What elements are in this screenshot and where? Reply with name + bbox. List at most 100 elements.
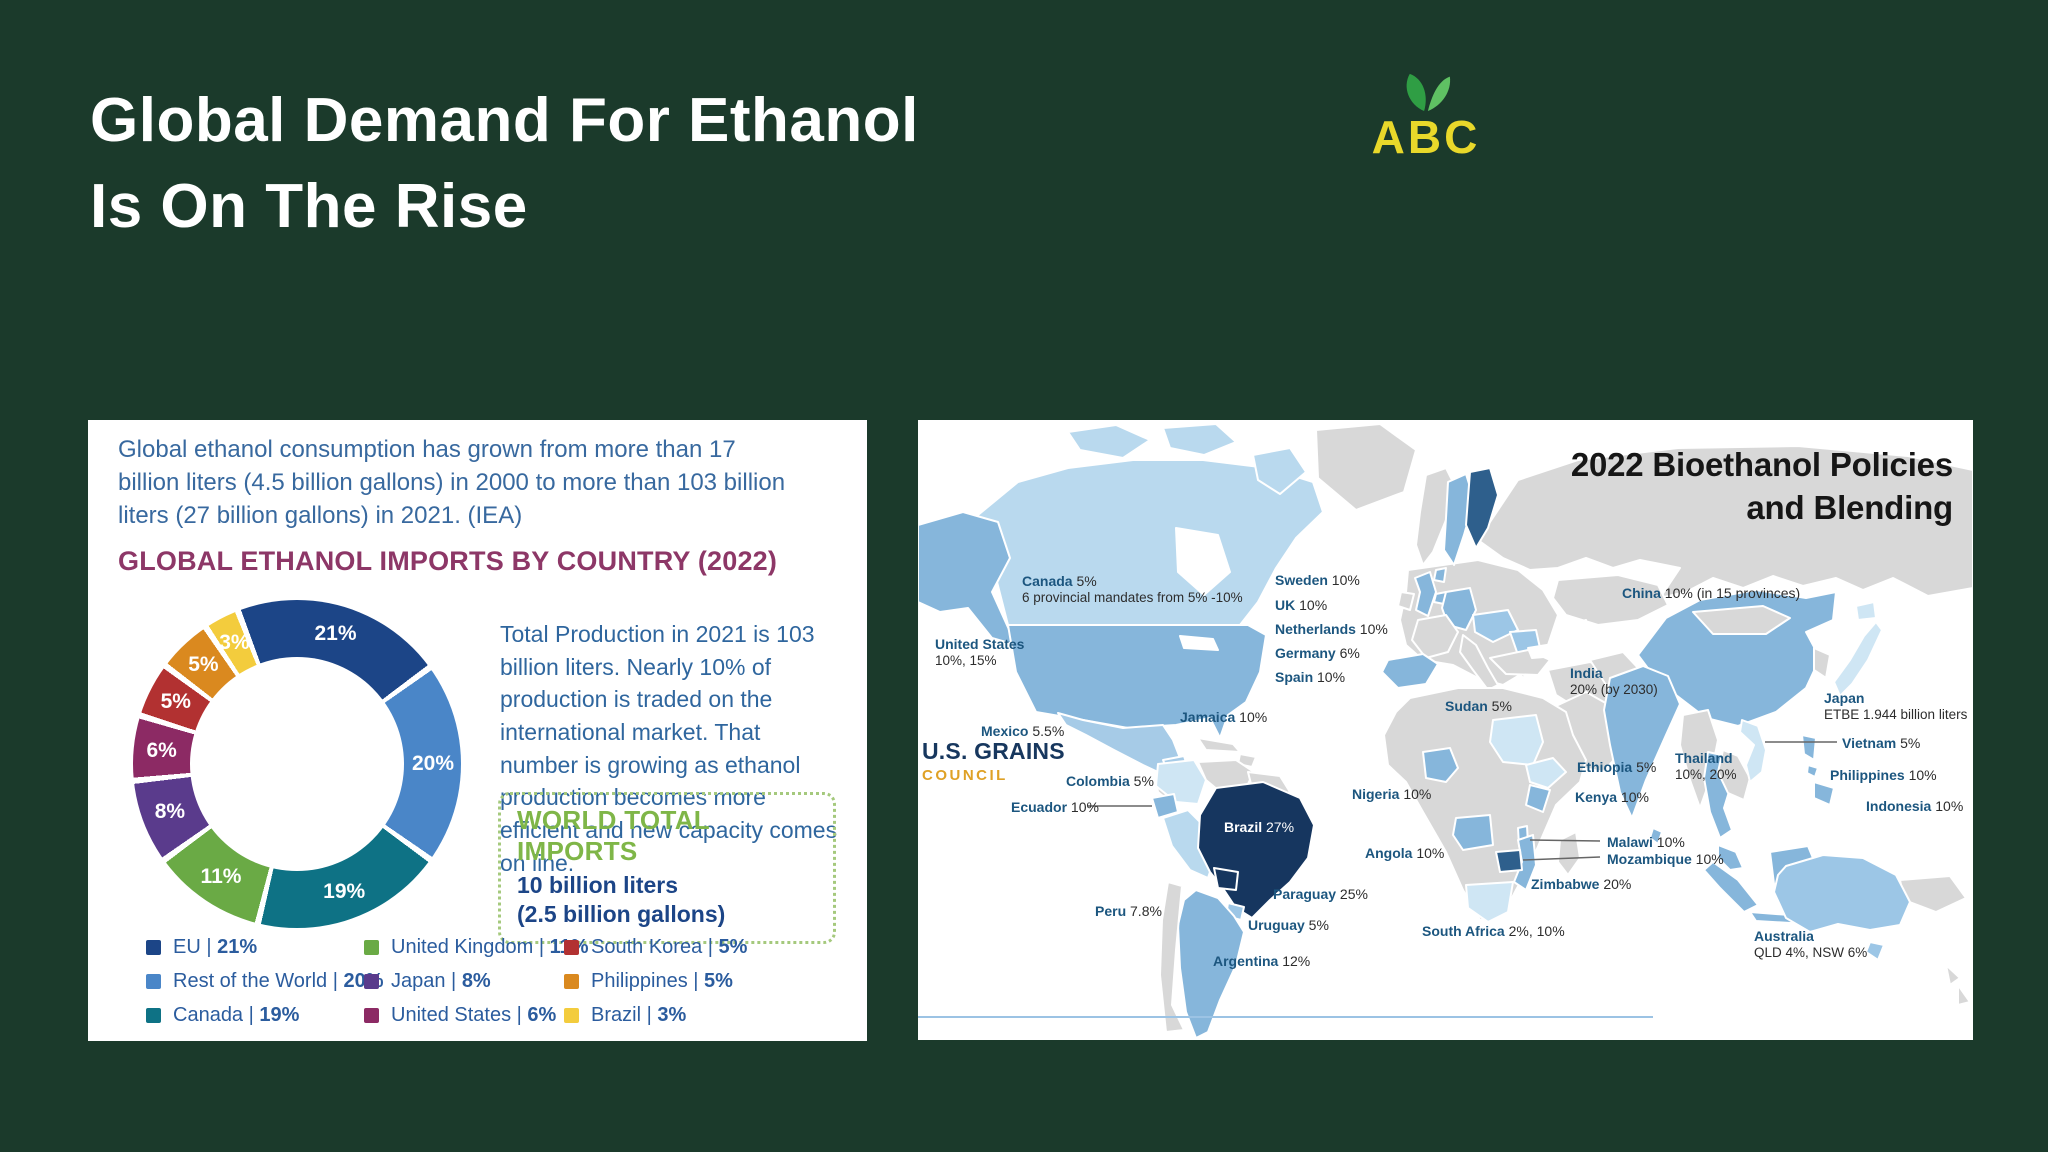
imports-legend: EU | 21% Rest of the World | 20% Canada | … xyxy=(146,936,764,1027)
map-central-asia xyxy=(1552,574,1669,626)
consumption-intro-text: Global ethanol consumption has grown fro… xyxy=(118,436,786,529)
map-label-united-states: United States 10%, 15% xyxy=(935,636,1025,668)
map-korea xyxy=(1813,647,1831,679)
map-canada-island2 xyxy=(1162,423,1237,456)
map-label-uk: UK 10% xyxy=(1275,597,1328,613)
map-label-sub: 10%, 15% xyxy=(935,652,997,668)
legend-item-philippines: Philippines | 5% xyxy=(564,970,764,993)
world-map xyxy=(918,423,1973,1039)
map-label-philippines: Philippines 10% xyxy=(1830,767,1937,783)
map-hudson-bay xyxy=(1175,527,1231,596)
legend-label: Philippines | 5% xyxy=(591,970,733,992)
map-baffin-island xyxy=(1252,447,1307,495)
map-china xyxy=(1637,589,1837,727)
legend-item-united-kingdom: United Kingdom | 11% xyxy=(364,936,589,959)
map-label-brazil: Brazil 27% xyxy=(1224,819,1295,835)
map-mongolia xyxy=(1692,605,1791,635)
map-nigeria xyxy=(1422,747,1459,783)
legend-item-canada: Canada | 19% xyxy=(146,1004,364,1027)
map-label-canada: Canada 5% 6 provincial mandates from 5% -… xyxy=(1022,573,1243,605)
donut-slice-label-brazil: 3% xyxy=(219,631,250,655)
map-label-thailand: Thailand 10%, 20% xyxy=(1675,750,1737,782)
map-label-kenya: Kenya 10% xyxy=(1575,789,1649,805)
map-philippines-mindanao xyxy=(1813,781,1835,806)
map-philippines-visayas xyxy=(1806,764,1819,778)
malawi-pointer-line xyxy=(1529,839,1601,842)
leaves-icon xyxy=(1406,73,1451,112)
map-label-sub: 20% (by 2030) xyxy=(1570,681,1658,697)
map-label-zimbabwe: Zimbabwe 20% xyxy=(1531,876,1632,892)
map-title: 2022 Bioethanol Policies and Blending xyxy=(1571,444,1953,530)
map-caspian-sea xyxy=(1569,619,1591,651)
map-black-sea xyxy=(1527,643,1557,659)
legend-label: South Korea | 5% xyxy=(591,936,748,958)
map-label-sudan: Sudan 5% xyxy=(1445,698,1512,714)
map-label-netherlands: Netherlands 10% xyxy=(1275,621,1388,637)
map-canada-island1 xyxy=(1067,424,1151,459)
map-label-ethiopia: Ethiopia 5% xyxy=(1577,759,1657,775)
map-spain xyxy=(1381,653,1439,689)
donut-slice-label-united-states: 6% xyxy=(146,738,177,762)
legend-item-japan: Japan | 8% xyxy=(364,970,564,993)
legend-item-rest-of-the-world: Rest of the World | 20% xyxy=(146,970,383,993)
map-labels: Canada 5% 6 provincial mandates from 5% -… xyxy=(918,420,1973,1040)
map-ethiopia xyxy=(1525,757,1567,789)
map-label-ecuador: Ecuador 10% xyxy=(1011,799,1099,815)
map-label-china: China 10% (in 15 provinces) xyxy=(1622,585,1801,601)
legend-item-united-states: United States | 6% xyxy=(364,1004,564,1027)
donut-slice-label-eu: 21% xyxy=(314,621,357,645)
legend-label: Japan | 8% xyxy=(391,970,491,992)
map-label-malawi: Malawi 10% xyxy=(1607,834,1685,850)
map-uk xyxy=(1414,571,1437,617)
map-label-spain: Spain 10% xyxy=(1275,669,1346,685)
map-finland xyxy=(1465,467,1499,549)
bioethanol-map-panel: 2022 Bioethanol Policies and Blending Ca… xyxy=(918,420,1973,1040)
map-label-colombia: Colombia 5% xyxy=(1066,773,1154,789)
map-sweden xyxy=(1443,473,1475,566)
map-ecuador xyxy=(1151,793,1179,819)
map-australia xyxy=(1773,854,1911,933)
world-total-title: WORLD TOTAL IMPORTS xyxy=(517,805,710,866)
donut-slice-label-south-korea: 5% xyxy=(160,690,191,714)
mozambique-pointer-line xyxy=(1522,856,1601,861)
map-label-jamaica: Jamaica 10% xyxy=(1180,709,1268,725)
legend-swatch xyxy=(364,1008,379,1023)
map-label-argentina: Argentina 12% xyxy=(1213,953,1311,969)
map-colombia xyxy=(1155,759,1207,805)
map-label-mozambique: Mozambique 10% xyxy=(1607,851,1724,867)
map-ireland xyxy=(1397,591,1415,611)
map-label-sub: QLD 4%, NSW 6% xyxy=(1754,944,1868,960)
map-germany xyxy=(1441,587,1477,631)
map-label-japan: Japan ETBE 1.944 billion liters xyxy=(1824,690,1968,722)
world-total-liters: 10 billion liters xyxy=(517,872,679,898)
world-total-imports-box: WORLD TOTAL IMPORTS 10 billion liters (2… xyxy=(498,792,836,944)
map-france xyxy=(1411,614,1459,659)
map-label-indonesia: Indonesia 10% xyxy=(1866,798,1964,814)
legend-swatch xyxy=(364,974,379,989)
map-angola xyxy=(1452,814,1494,851)
map-greenland xyxy=(1315,423,1417,511)
map-tasmania xyxy=(1865,941,1885,961)
brand-logo: ABC xyxy=(1366,70,1486,164)
map-canada xyxy=(975,459,1324,626)
map-laos-cambodia xyxy=(1717,749,1751,801)
map-south-africa xyxy=(1465,881,1514,923)
map-label-uruguay: Uruguay 5% xyxy=(1248,917,1329,933)
map-denmark xyxy=(1433,567,1447,583)
slide-title: Global Demand For Ethanol Is On The Rise xyxy=(90,78,919,249)
map-label-sweden: Sweden 10% xyxy=(1275,572,1360,588)
donut-hole xyxy=(190,657,404,871)
map-japan-hokkaido xyxy=(1855,601,1877,621)
map-label-mexico: Mexico 5.5% xyxy=(981,723,1065,739)
map-title-line2: and Blending xyxy=(1746,488,1953,526)
map-great-lakes xyxy=(1179,635,1219,651)
legend-label: United Kingdom | 11% xyxy=(391,936,589,958)
map-vietnam xyxy=(1739,719,1767,783)
map-malaysia xyxy=(1717,844,1744,871)
legend-label: Canada | 19% xyxy=(173,1004,300,1026)
map-label-peru: Peru 7.8% xyxy=(1095,903,1162,919)
world-total-gallons: (2.5 billion gallons) xyxy=(517,900,726,927)
map-united-states xyxy=(1007,624,1267,739)
map-sumatra xyxy=(1703,861,1759,913)
map-paraguay xyxy=(1213,867,1239,891)
